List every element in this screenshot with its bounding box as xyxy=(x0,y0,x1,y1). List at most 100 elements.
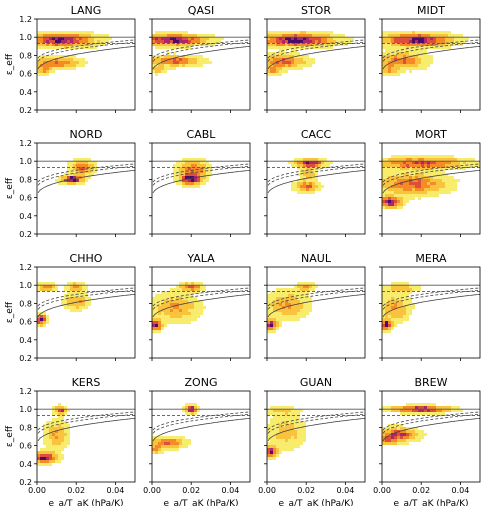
density-cell xyxy=(276,43,279,46)
axes-frame xyxy=(381,18,481,111)
density-cell xyxy=(82,46,85,49)
density-cell xyxy=(427,191,430,194)
density-cell xyxy=(167,34,170,37)
density-cell xyxy=(161,31,164,34)
density-cell xyxy=(406,158,409,161)
density-cell xyxy=(303,430,306,433)
density-cell xyxy=(179,445,182,448)
density-cell xyxy=(279,439,282,442)
density-cell xyxy=(291,31,294,34)
density-cell xyxy=(70,306,73,309)
model-curve xyxy=(267,293,365,318)
density-cell xyxy=(300,170,303,173)
density-cell xyxy=(67,43,70,46)
density-cell xyxy=(297,161,300,164)
density-cell xyxy=(76,40,79,43)
density-cell xyxy=(415,179,418,182)
density-cell xyxy=(291,294,294,297)
density-cell xyxy=(394,43,397,46)
density-cell xyxy=(291,303,294,306)
density-cell xyxy=(306,164,309,167)
density-cell xyxy=(197,315,200,318)
density-cell xyxy=(79,64,82,67)
density-cell xyxy=(394,176,397,179)
density-cell xyxy=(397,179,400,182)
density-cell xyxy=(303,303,306,306)
density-cell xyxy=(394,185,397,188)
density-cell xyxy=(412,34,415,37)
density-cell xyxy=(382,185,385,188)
density-cell xyxy=(267,442,270,445)
density-cell xyxy=(267,31,270,34)
density-cell xyxy=(409,188,412,191)
density-cell xyxy=(176,288,179,291)
density-cell xyxy=(294,418,297,421)
density-cell xyxy=(82,161,85,164)
density-cell xyxy=(394,282,397,285)
density-cell xyxy=(161,300,164,303)
density-cell xyxy=(179,291,182,294)
density-cell xyxy=(52,451,55,454)
density-cell xyxy=(46,321,49,324)
axes-frame xyxy=(36,142,136,235)
density-cell xyxy=(273,312,276,315)
density-cell xyxy=(403,194,406,197)
density-cell xyxy=(424,64,427,67)
panel-title: QASI xyxy=(188,4,214,17)
density-cell xyxy=(94,34,97,37)
y-tick-label: 0.2 xyxy=(19,230,32,239)
density-cell xyxy=(170,300,173,303)
density-cell xyxy=(161,451,164,454)
density-cell xyxy=(388,433,391,436)
density-cell xyxy=(412,167,415,170)
density-cell xyxy=(478,164,480,167)
density-cell xyxy=(285,70,288,73)
density-cell xyxy=(394,170,397,173)
density-cell xyxy=(200,312,203,315)
density-cell xyxy=(427,31,430,34)
density-cell xyxy=(185,315,188,318)
density-cell xyxy=(409,167,412,170)
density-cell xyxy=(297,409,300,412)
density-cell xyxy=(403,43,406,46)
density-cell xyxy=(388,61,391,64)
density-cell xyxy=(188,318,191,321)
density-cell xyxy=(61,31,64,34)
density-cell xyxy=(182,31,185,34)
density-cell xyxy=(164,31,167,34)
density-cell xyxy=(391,436,394,439)
density-cell xyxy=(288,67,291,70)
density-cell xyxy=(52,37,55,40)
density-cell xyxy=(173,439,176,442)
density-cell xyxy=(188,170,191,173)
density-cell xyxy=(294,164,297,167)
density-cell xyxy=(285,448,288,451)
density-cell xyxy=(170,31,173,34)
density-cell xyxy=(424,164,427,167)
density-cell xyxy=(403,40,406,43)
density-cell xyxy=(336,37,339,40)
density-cell xyxy=(400,194,403,197)
density-cell xyxy=(448,185,451,188)
density-cell xyxy=(400,309,403,312)
density-cell xyxy=(430,161,433,164)
density-cell xyxy=(188,412,191,415)
density-cell xyxy=(285,433,288,436)
density-cell xyxy=(391,167,394,170)
density-cell xyxy=(161,64,164,67)
density-cell xyxy=(445,406,448,409)
density-cell xyxy=(179,176,182,179)
density-cell xyxy=(40,58,43,61)
model-curve xyxy=(267,39,365,59)
density-cell xyxy=(197,176,200,179)
density-cell xyxy=(448,188,451,191)
density-cell xyxy=(58,67,61,70)
density-cell xyxy=(382,312,385,315)
density-cell xyxy=(297,67,300,70)
density-cell xyxy=(182,64,185,67)
density-cell xyxy=(418,185,421,188)
density-cell xyxy=(170,294,173,297)
density-layer xyxy=(37,403,135,466)
density-cell xyxy=(409,40,412,43)
